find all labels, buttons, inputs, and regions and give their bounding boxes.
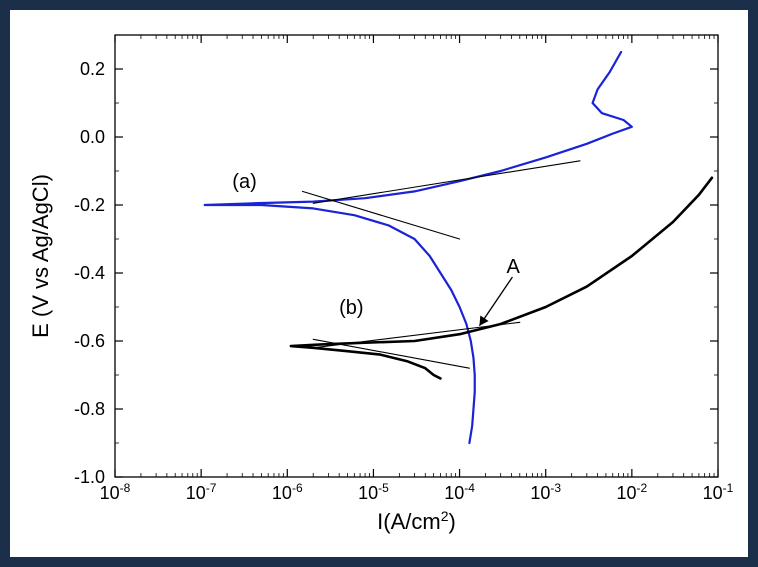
tafel-b-upper [313, 322, 520, 348]
outer-frame: 10-810-710-610-510-410-310-210-1-1.0-0.8… [0, 0, 758, 567]
ytick-label: -0.2 [74, 195, 105, 215]
xtick-label: 10-1 [703, 481, 734, 503]
plot-container: 10-810-710-610-510-410-310-210-1-1.0-0.8… [20, 20, 738, 547]
polarization-chart: 10-810-710-610-510-410-310-210-1-1.0-0.8… [20, 20, 738, 547]
y-axis-label: E (V vs Ag/AgCl) [28, 174, 53, 338]
label-A: A [506, 256, 520, 278]
curve-b-black [291, 178, 712, 379]
ytick-label: -1.0 [74, 467, 105, 487]
tafel-a-lower [302, 191, 459, 239]
curve-a-blue [205, 52, 632, 443]
xtick-label: 10-2 [617, 481, 648, 503]
ytick-label: 0.0 [80, 127, 105, 147]
xtick-label: 10-3 [530, 481, 561, 503]
tafel-b-lower [313, 339, 469, 368]
xtick-label: 10-6 [272, 481, 303, 503]
x-axis-label: I(A/cm2) [377, 508, 456, 534]
tafel-a-upper [313, 161, 580, 204]
xtick-label: 10-4 [444, 481, 475, 503]
plot-border [115, 35, 718, 477]
label-b: (b) [339, 297, 363, 319]
label-A-arrowhead [479, 315, 488, 325]
xtick-label: 10-5 [358, 481, 389, 503]
xtick-label: 10-7 [186, 481, 217, 503]
label-a: (a) [232, 171, 256, 193]
ytick-label: -0.8 [74, 399, 105, 419]
ytick-label: -0.6 [74, 331, 105, 351]
ytick-label: 0.2 [80, 59, 105, 79]
ytick-label: -0.4 [74, 263, 105, 283]
